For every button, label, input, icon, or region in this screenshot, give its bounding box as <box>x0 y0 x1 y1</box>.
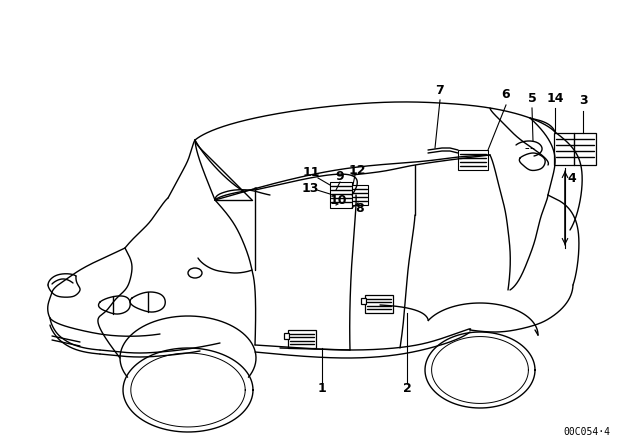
Text: 8: 8 <box>356 202 364 215</box>
FancyBboxPatch shape <box>288 330 316 348</box>
FancyBboxPatch shape <box>554 133 596 165</box>
Text: 9: 9 <box>336 171 344 184</box>
Text: 7: 7 <box>436 83 444 96</box>
FancyBboxPatch shape <box>330 182 352 208</box>
FancyBboxPatch shape <box>284 333 289 339</box>
FancyBboxPatch shape <box>361 298 366 304</box>
Text: 10: 10 <box>329 194 347 207</box>
Text: 13: 13 <box>301 182 319 195</box>
Text: 4: 4 <box>568 172 577 185</box>
Text: 00C054·4: 00C054·4 <box>563 427 610 437</box>
FancyBboxPatch shape <box>352 185 368 205</box>
Text: 14: 14 <box>547 91 564 104</box>
Text: 3: 3 <box>579 95 588 108</box>
FancyBboxPatch shape <box>458 150 488 170</box>
Text: 12: 12 <box>348 164 365 177</box>
Text: 1: 1 <box>317 382 326 395</box>
Text: 5: 5 <box>527 91 536 104</box>
Text: 6: 6 <box>502 89 510 102</box>
Text: 11: 11 <box>302 167 320 180</box>
Text: 2: 2 <box>403 382 412 395</box>
FancyBboxPatch shape <box>365 295 393 313</box>
